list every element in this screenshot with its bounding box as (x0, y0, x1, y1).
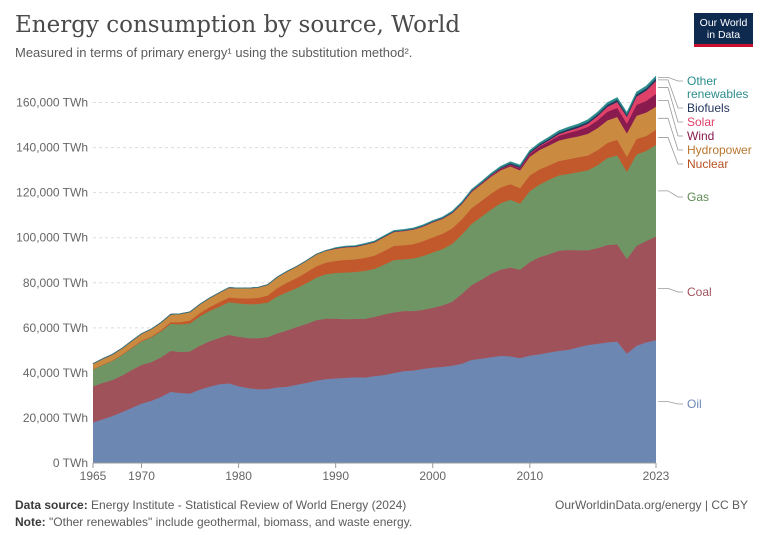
legend-label-coal: Coal (687, 285, 712, 299)
x-tick-label: 2023 (643, 469, 670, 483)
legend-label-gas: Gas (687, 190, 709, 204)
series-edge-line (92, 75, 657, 365)
x-tick-label: 2010 (516, 469, 543, 483)
legend-connector-wind (658, 99, 683, 137)
legend-connector-hydropower (658, 117, 683, 151)
legend-connector-coal (658, 288, 683, 293)
legend-connector-oil (658, 401, 683, 405)
area-coal (93, 236, 656, 423)
x-tick-label: 1980 (225, 469, 252, 483)
legend-connector-solar (658, 87, 683, 123)
legend-label-solar: Solar (687, 115, 715, 129)
y-tick-label: 20,000 TWh (23, 411, 88, 425)
logo-line-2: in Data (706, 29, 741, 41)
y-tick-label: 40,000 TWh (23, 366, 88, 380)
legend-connector-biofuels (658, 79, 683, 109)
legend-connector-nuclear (658, 137, 683, 165)
area-hydropower (93, 106, 656, 370)
y-tick-label: 160,000 TWh (16, 96, 88, 110)
y-tick-label: 60,000 TWh (23, 321, 88, 335)
footer-note: Note: "Other renewables" include geother… (15, 515, 412, 529)
owid-logo[interactable]: Our World in Data (694, 13, 753, 47)
x-tick-label: 2000 (419, 469, 446, 483)
legend-label-nuclear: Nuclear (687, 157, 728, 171)
x-tick-label: 1965 (80, 469, 107, 483)
legend-connector-gas (658, 190, 683, 198)
legend-label-other-renewables: Other renewables (687, 74, 748, 101)
source-label: Data source: (15, 498, 88, 512)
x-tick-label: 1990 (322, 469, 349, 483)
area-gas (93, 145, 656, 387)
page-title: Energy consumption by source, World (15, 12, 461, 38)
footer-url-link[interactable]: OurWorldinData.org/energy | CC BY (555, 498, 748, 512)
note-label: Note: (15, 515, 46, 529)
legend-label-oil: Oil (687, 397, 702, 411)
y-tick-label: 80,000 TWh (23, 276, 88, 290)
y-tick-label: 120,000 TWh (16, 186, 88, 200)
legend-label-biofuels: Biofuels (687, 101, 730, 115)
area-nuclear (93, 129, 656, 370)
x-tick-label: 1970 (128, 469, 155, 483)
logo-line-1: Our World (699, 17, 748, 29)
legend-label-hydropower: Hydropower (687, 143, 752, 157)
area-oil (93, 340, 656, 463)
source-text: Energy Institute - Statistical Review of… (91, 498, 407, 512)
y-tick-label: 0 TWh (53, 456, 88, 470)
note-text: "Other renewables" include geothermal, b… (49, 515, 413, 529)
y-tick-label: 140,000 TWh (16, 141, 88, 155)
legend-connector-other-renewables (658, 76, 683, 82)
footer-source: Data source: Energy Institute - Statisti… (15, 498, 406, 512)
area-wind (93, 93, 656, 364)
page-subtitle: Measured in terms of primary energy¹ usi… (15, 45, 413, 60)
legend-label-wind: Wind (687, 129, 714, 143)
y-tick-label: 100,000 TWh (16, 231, 88, 245)
